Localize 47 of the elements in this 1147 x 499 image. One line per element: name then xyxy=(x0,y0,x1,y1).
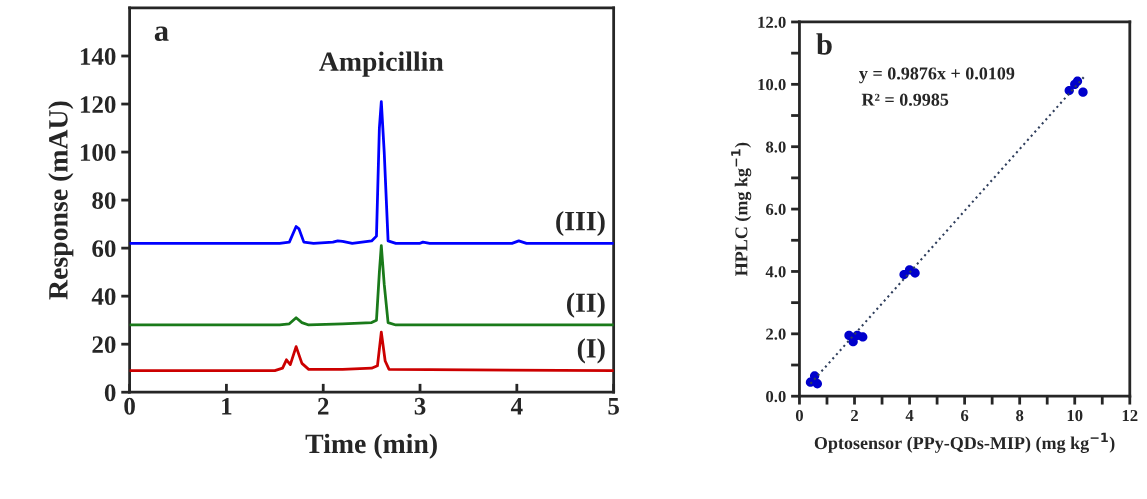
x-tick-label: 6 xyxy=(961,409,969,422)
x-tick-label: 12 xyxy=(1122,409,1138,421)
line-series xyxy=(129,330,614,372)
x-tick-label: 0 xyxy=(124,397,135,415)
y-axis-title: Response (mAU) xyxy=(48,101,74,300)
annotation: a xyxy=(154,26,169,42)
annotation: b xyxy=(816,33,832,55)
x-tick-label: 10 xyxy=(1067,409,1083,422)
y-tick-label: 0.0 xyxy=(766,390,786,403)
y-axis-title: HPLC (mg kg$^{−1}$) xyxy=(731,142,752,277)
series-label: (I) xyxy=(577,338,605,364)
series-label: (II) xyxy=(567,292,605,318)
y-tick-label: 4.0 xyxy=(765,266,786,278)
y-tick-label: 2.0 xyxy=(766,328,786,340)
annotation: R² = 0.9985 xyxy=(861,93,949,106)
y-tick-label: 120 xyxy=(80,96,116,113)
x-tick-label: 3 xyxy=(414,397,426,415)
y-tick-label: 6.0 xyxy=(766,203,786,216)
annotation: Ampicillin xyxy=(319,51,444,77)
y-tick-label: 60 xyxy=(92,240,116,258)
y-tick-label: 8.0 xyxy=(765,141,786,153)
point xyxy=(910,268,920,278)
x-axis-title: Time (min) xyxy=(305,433,437,459)
point xyxy=(1078,87,1088,97)
y-tick-label: 80 xyxy=(92,192,116,210)
y-tick-label: 100 xyxy=(80,144,116,161)
line-series xyxy=(129,244,614,327)
series-label: (III) xyxy=(556,210,605,237)
y-tick-label: 12.0 xyxy=(758,16,786,28)
x-axis-title: Optosensor (PPy-QDs-MIP) (mg kg$^{−1}$) xyxy=(814,432,1115,453)
x-tick-label: 4 xyxy=(510,397,523,415)
line-series xyxy=(129,100,614,245)
point xyxy=(812,379,823,389)
x-tick-label: 0 xyxy=(795,409,803,422)
x-tick-label: 2 xyxy=(851,409,858,421)
y-tick-label: 0 xyxy=(104,384,116,402)
x-tick-label: 2 xyxy=(318,397,329,415)
x-tick-label: 8 xyxy=(1016,409,1024,422)
x-tick-label: 5 xyxy=(608,398,619,415)
x-tick-label: 4 xyxy=(905,409,914,421)
point xyxy=(858,332,868,342)
x-tick-label: 1 xyxy=(222,397,232,415)
annotation: y = 0.9876x + 0.0109 xyxy=(859,67,1015,84)
y-tick-label: 140 xyxy=(80,48,116,65)
y-tick-label: 40 xyxy=(91,288,116,306)
y-tick-label: 20 xyxy=(92,336,116,354)
y-tick-label: 10.0 xyxy=(758,79,786,91)
